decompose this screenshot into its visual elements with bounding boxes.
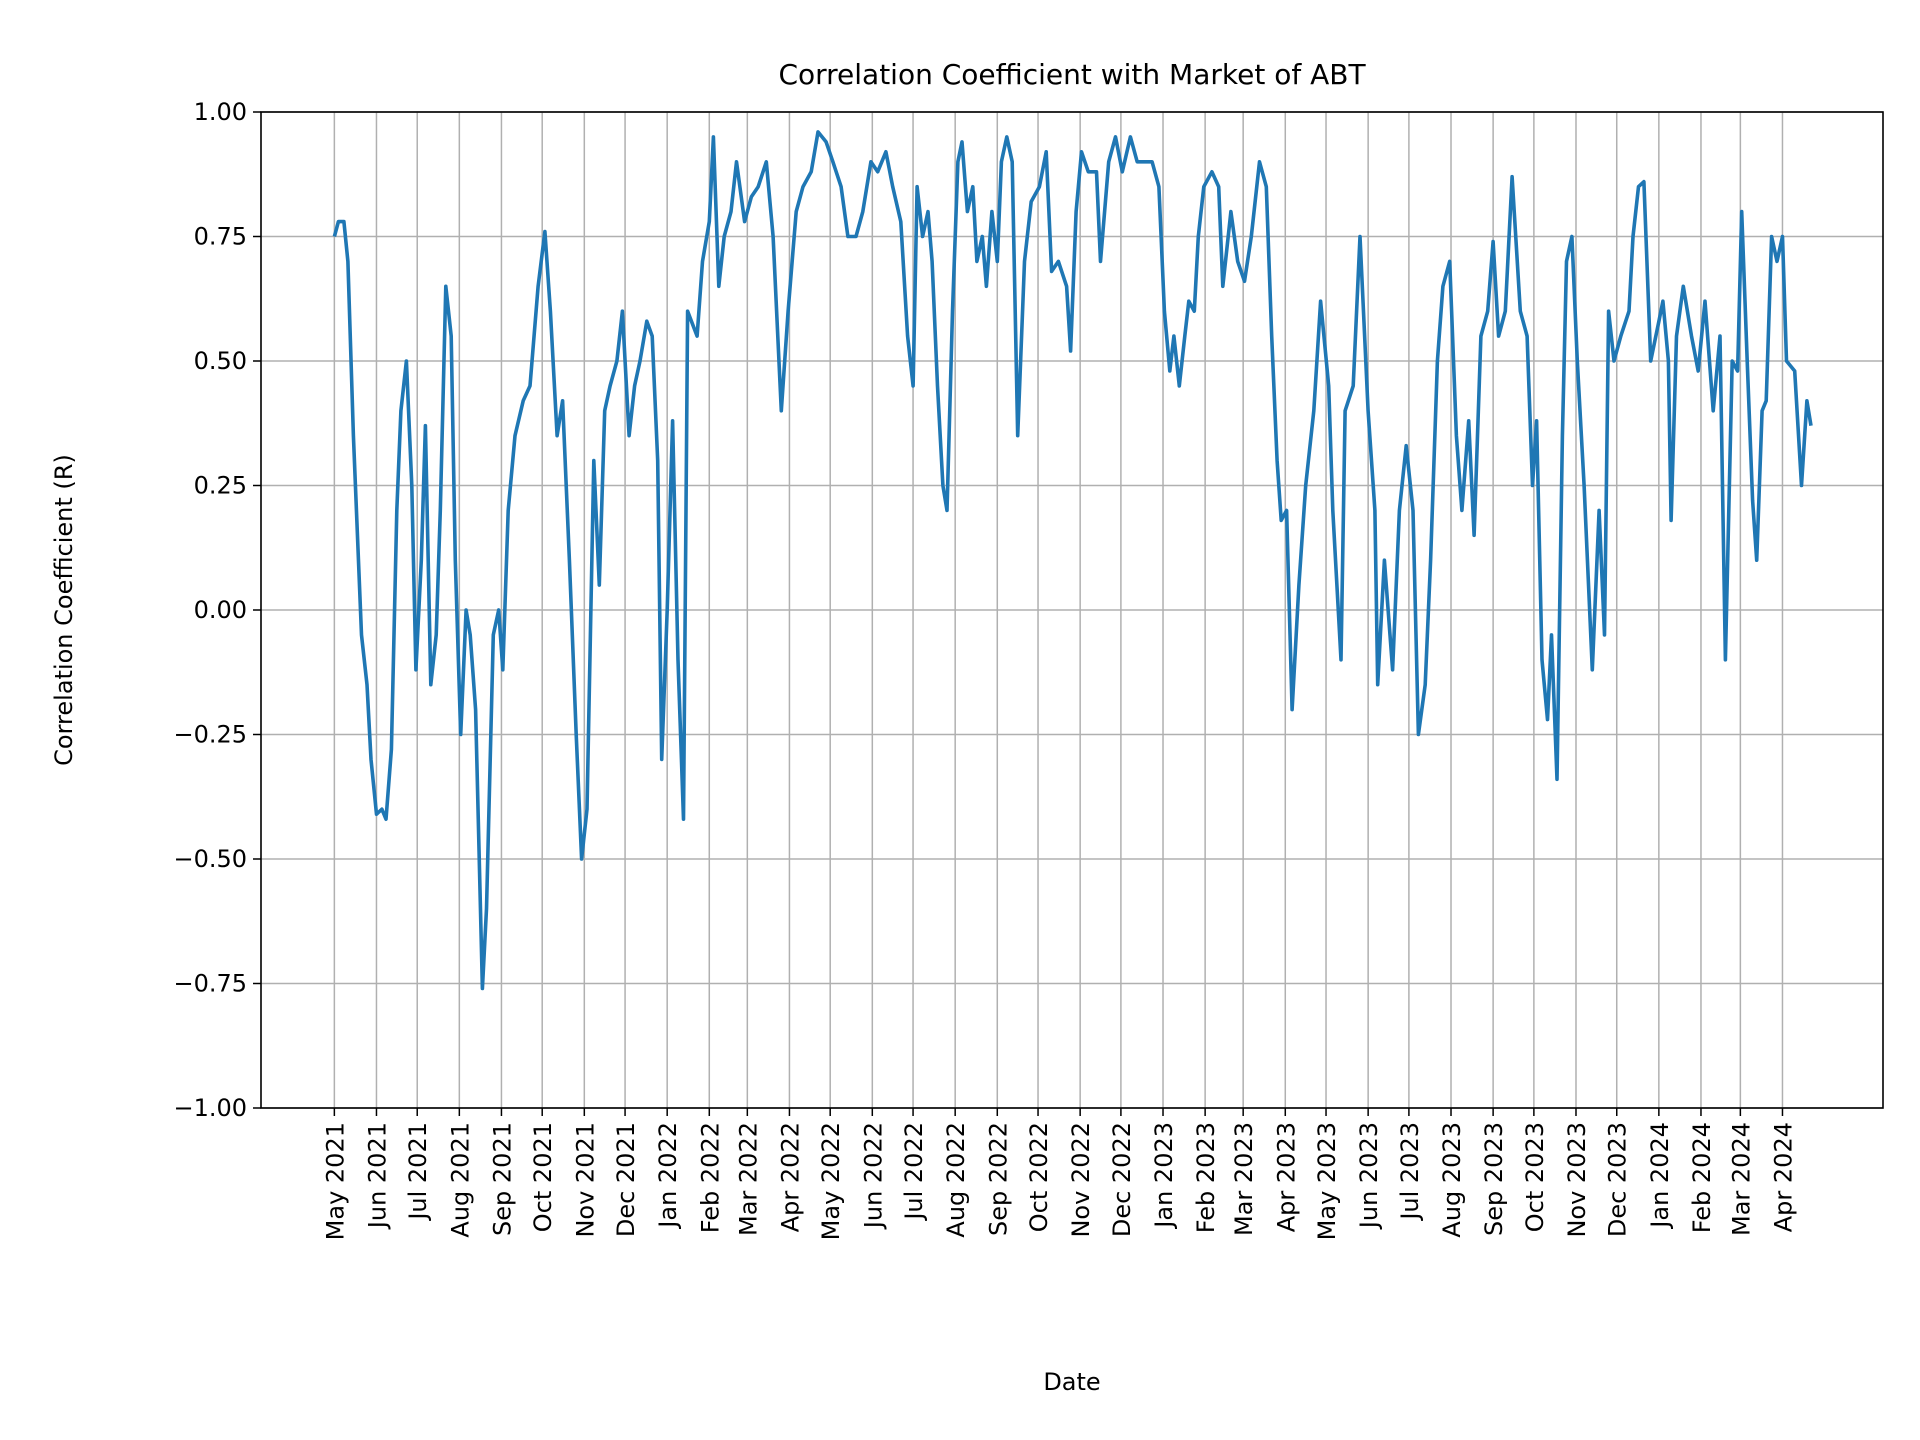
y-tick-label: −0.25 (173, 721, 247, 749)
x-tick-label: Jul 2023 (1396, 1122, 1424, 1222)
x-tick-label: Nov 2022 (1067, 1122, 1095, 1238)
y-tick-label: 0.75 (194, 223, 247, 251)
x-tick-label: Jun 2022 (859, 1122, 887, 1230)
series-line (332, 130, 1813, 991)
grid (261, 111, 1883, 1109)
x-tick-label: Aug 2022 (942, 1122, 970, 1238)
y-tick-label: −1.00 (173, 1094, 247, 1122)
x-tick-label: Feb 2024 (1688, 1122, 1716, 1233)
x-tick-label: Oct 2023 (1521, 1122, 1549, 1232)
x-tick-label: Nov 2021 (571, 1122, 599, 1238)
x-tick-label: Sep 2023 (1480, 1122, 1508, 1236)
x-tick-label: Jul 2021 (404, 1122, 432, 1222)
x-tick-label: Jun 2021 (363, 1122, 391, 1230)
x-tick-label: Dec 2023 (1604, 1122, 1632, 1237)
x-tick-label: Dec 2021 (612, 1122, 640, 1237)
x-tick-label: Oct 2021 (529, 1122, 557, 1232)
x-tick-label: Apr 2024 (1769, 1122, 1797, 1232)
x-tick-label: Jan 2024 (1646, 1122, 1674, 1230)
x-tick-label: Dec 2022 (1108, 1122, 1136, 1237)
x-tick-label: Oct 2022 (1025, 1122, 1053, 1232)
x-tick-label: Mar 2024 (1727, 1122, 1755, 1236)
x-tick-label: May 2022 (817, 1122, 845, 1240)
chart-title: Correlation Coefficient with Market of A… (778, 58, 1366, 91)
x-tick-label: Feb 2022 (696, 1122, 724, 1233)
x-axis-ticks: May 2021 Jun 2021 Jul 2021 Aug 2021 Sep 2021… (321, 1108, 1797, 1240)
x-tick-label: Aug 2023 (1438, 1122, 1466, 1238)
y-tick-label: −0.50 (173, 845, 247, 873)
x-tick-label: Jun 2023 (1355, 1122, 1383, 1230)
x-tick-label: Jan 2023 (1150, 1122, 1178, 1230)
x-tick-label: Nov 2023 (1563, 1122, 1591, 1238)
x-tick-label: Sep 2022 (984, 1122, 1012, 1236)
x-tick-label: May 2021 (321, 1122, 349, 1240)
x-tick-label: Jul 2022 (900, 1122, 928, 1222)
y-axis-label: Correlation Coefficient (R) (50, 454, 78, 766)
x-axis-label: Date (1043, 1368, 1100, 1396)
x-tick-label: Mar 2022 (734, 1122, 762, 1236)
x-tick-label: Sep 2021 (488, 1122, 516, 1236)
x-tick-label: Apr 2023 (1272, 1122, 1300, 1232)
y-axis-ticks: −1.00 −0.75 −0.50 −0.25 0.00 0.25 0.50 0.75 1.00 (173, 98, 261, 1122)
x-tick-label: Aug 2021 (446, 1122, 474, 1238)
y-tick-label: 0.00 (194, 596, 247, 624)
x-tick-label: Mar 2023 (1230, 1122, 1258, 1236)
y-tick-label: 0.50 (194, 347, 247, 375)
x-tick-label: Apr 2022 (776, 1122, 804, 1232)
x-tick-label: Jan 2022 (654, 1122, 682, 1230)
x-tick-label: Feb 2023 (1192, 1122, 1220, 1233)
y-tick-label: −0.75 (173, 970, 247, 998)
x-tick-label: May 2023 (1313, 1122, 1341, 1240)
y-tick-label: 1.00 (194, 98, 247, 126)
y-tick-label: 0.25 (194, 472, 247, 500)
